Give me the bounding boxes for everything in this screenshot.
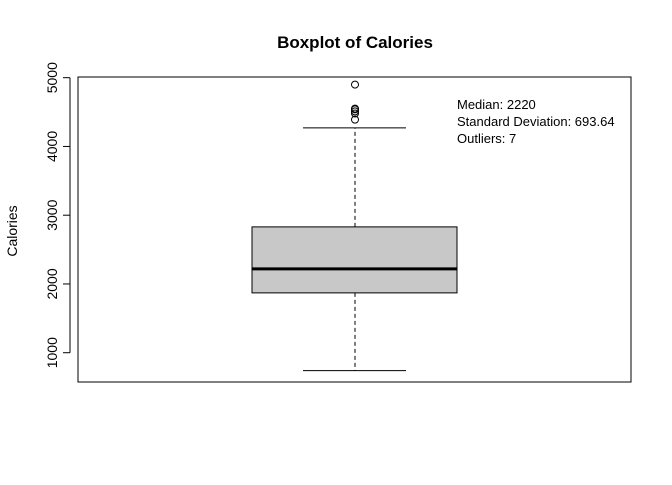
iqr-box [251,226,458,294]
annotations: Median: 2220 Standard Deviation: 693.64 Ou… [457,97,615,146]
outlier-point-1 [351,115,359,124]
outlier-point-6 [351,80,359,89]
y-tick-label-4000: 4000 [44,131,60,162]
annotation-3: Outliers: 7 [457,131,516,146]
box-group [251,80,458,372]
plot-frame [77,76,632,383]
chart-title: Boxplot of Calories [277,33,433,52]
y-tick-label-3000: 3000 [44,199,60,230]
annotation-1: Median: 2220 [457,97,536,112]
outlier-point-2 [351,109,359,118]
y-tick-label-1000: 1000 [44,337,60,368]
annotation-2: Standard Deviation: 693.64 [457,114,615,129]
outlier-point-5 [351,104,359,113]
y-axis-label: Calories [4,205,20,256]
outlier-point-3 [351,107,359,116]
y-axis: 1000 2000 3000 4000 5000 [44,62,71,368]
y-tick-label-2000: 2000 [44,268,60,299]
y-tick-label-5000: 5000 [44,62,60,93]
